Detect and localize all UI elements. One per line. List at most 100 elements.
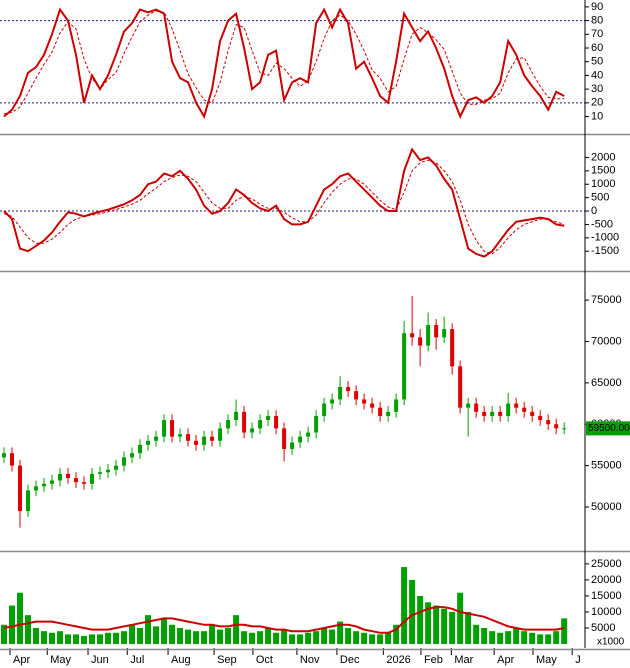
y-tick-label: 15000 xyxy=(591,590,622,602)
candle-body xyxy=(530,411,535,416)
x-tick-label: Jul xyxy=(130,654,144,666)
volume-bar xyxy=(409,579,416,644)
y-tick-label: 75000 xyxy=(591,294,622,306)
candle-body xyxy=(202,436,207,445)
volume-bar xyxy=(73,634,80,644)
volume-bar xyxy=(417,595,424,644)
candle-body xyxy=(434,324,439,338)
x-tick-label: May xyxy=(50,654,71,666)
volume-bar xyxy=(305,632,312,644)
volume-bar xyxy=(529,632,536,644)
candle-body xyxy=(490,411,495,416)
candle-body xyxy=(226,420,231,429)
volume-bar xyxy=(209,624,216,644)
candle-body xyxy=(74,478,79,483)
volume-bar xyxy=(217,629,224,644)
candle-body xyxy=(546,420,551,425)
candle-body xyxy=(42,483,47,487)
volume-bar xyxy=(161,618,168,644)
volume-bar xyxy=(433,605,440,644)
candle-body xyxy=(474,403,479,412)
volume-bar xyxy=(337,621,344,644)
volume-bar xyxy=(201,631,208,644)
candle-body xyxy=(498,411,503,416)
candle-body xyxy=(242,411,247,433)
y-tick-label: 500 xyxy=(591,192,609,204)
candle-body xyxy=(154,436,159,441)
candle-body xyxy=(2,453,7,458)
candle-body xyxy=(266,415,271,421)
y-tick-label: 50 xyxy=(591,56,603,68)
volume-bar xyxy=(241,631,248,644)
indicator-line xyxy=(3,7,565,120)
candle-body xyxy=(250,428,255,433)
candle-body xyxy=(170,420,175,437)
volume-bar xyxy=(225,627,232,644)
volume-bar xyxy=(153,626,160,644)
candle-body xyxy=(34,486,39,491)
volume-bar xyxy=(497,632,504,644)
x-tick-label: Mar xyxy=(454,654,473,666)
candle-body xyxy=(346,387,351,392)
y-tick-label: 30 xyxy=(591,83,603,95)
volume-bar xyxy=(377,634,384,644)
y-tick-label: 70000 xyxy=(591,335,622,347)
volume-bar xyxy=(265,627,272,644)
candle-body xyxy=(514,403,519,408)
x-tick-label: Feb xyxy=(424,654,443,666)
volume-bar xyxy=(233,615,240,644)
volume-bar xyxy=(281,629,288,644)
candle-body xyxy=(378,407,383,416)
x-tick-label: Apr xyxy=(13,654,30,666)
candle-body xyxy=(562,428,567,430)
volume-bar xyxy=(57,631,64,644)
candle-body xyxy=(178,434,183,437)
volume-bar xyxy=(329,629,336,644)
volume-bar xyxy=(321,627,328,644)
volume-bar xyxy=(489,631,496,644)
volume-bar xyxy=(65,634,72,644)
x-tick-label: J xyxy=(575,654,581,666)
volume-bar xyxy=(449,611,456,644)
y-tick-label: 70 xyxy=(591,28,603,40)
volume-bar xyxy=(105,632,112,644)
volume-bar xyxy=(193,631,200,644)
candle-body xyxy=(274,415,279,429)
candle-body xyxy=(146,440,151,445)
candle-body xyxy=(466,403,471,408)
y-tick-label: 0 xyxy=(591,205,597,217)
candle-body xyxy=(330,399,335,404)
candle-body xyxy=(114,465,119,470)
x-tick-label: Apr xyxy=(497,654,514,666)
y-tick-label: 25000 xyxy=(591,558,622,570)
volume-bar xyxy=(537,634,544,644)
volume-bar xyxy=(25,615,32,644)
candle-body xyxy=(522,407,527,412)
candle-body xyxy=(482,411,487,416)
y-tick-label: 60 xyxy=(591,42,603,54)
candle-body xyxy=(506,403,511,416)
volume-bar xyxy=(473,624,480,644)
volume-bar xyxy=(257,631,264,644)
y-tick-label: 55000 xyxy=(591,460,622,472)
volume-bar xyxy=(313,631,320,644)
y-tick-label: 65000 xyxy=(591,377,622,389)
volume-bar xyxy=(273,632,280,644)
volume-bar xyxy=(33,627,40,644)
last-price-box xyxy=(586,421,630,436)
y-tick-label: 40 xyxy=(591,69,603,81)
candle-body xyxy=(218,428,223,441)
candle-body xyxy=(98,472,103,474)
y-tick-label: -500 xyxy=(591,218,613,230)
indicator-line xyxy=(3,606,565,634)
y-tick-label: 5000 xyxy=(591,622,615,634)
y-tick-label: 50000 xyxy=(591,501,622,513)
volume-bar xyxy=(553,631,560,644)
volume-bar xyxy=(1,624,8,644)
volume-bar xyxy=(121,631,128,644)
signal-line xyxy=(3,159,565,255)
candle-body xyxy=(138,444,143,454)
y-tick-label: -1500 xyxy=(591,245,619,257)
candle-body xyxy=(10,453,15,466)
volume-bar xyxy=(385,632,392,644)
